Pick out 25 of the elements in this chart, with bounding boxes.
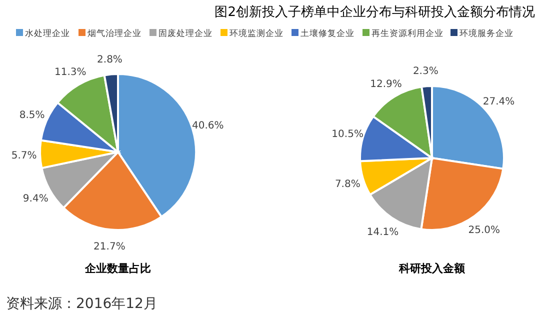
legend-label: 水处理企业 xyxy=(25,28,70,39)
text: 企业数量占比 xyxy=(84,262,151,275)
data-label: 5.7% xyxy=(11,150,37,162)
data-label: 7.8% xyxy=(334,179,360,190)
data-label: 25.0% xyxy=(468,224,500,236)
legend-label: 再生资源利用企业 xyxy=(372,28,444,39)
data-label: 14.1% xyxy=(366,226,399,238)
legend-label: 环境服务企业 xyxy=(460,28,514,39)
data-label: 2.8% xyxy=(97,54,122,66)
data-label: 9.4% xyxy=(22,193,48,204)
text: 科研投入金额 xyxy=(398,262,466,275)
chart-title: 图2创新投入子榜单中企业分布与科研投入金额分布情况 xyxy=(214,5,535,20)
data-label: 12.9% xyxy=(370,78,402,90)
text: 资料来源：2016年12月 xyxy=(6,296,158,312)
legend-label: 环境监测企业 xyxy=(230,28,284,39)
data-label: 11.3% xyxy=(54,66,86,78)
legend-label: 固废处理企业 xyxy=(158,28,212,39)
legend-label: 烟气治理企业 xyxy=(88,28,142,39)
data-label: 10.5% xyxy=(332,129,364,140)
data-label: 40.6% xyxy=(192,120,224,132)
data-label: 27.4% xyxy=(482,96,515,108)
legend-label: 土壤修复企业 xyxy=(300,28,354,39)
data-label: 2.3% xyxy=(412,66,438,78)
data-label: 8.5% xyxy=(19,110,45,121)
data-label: 21.7% xyxy=(94,242,126,253)
